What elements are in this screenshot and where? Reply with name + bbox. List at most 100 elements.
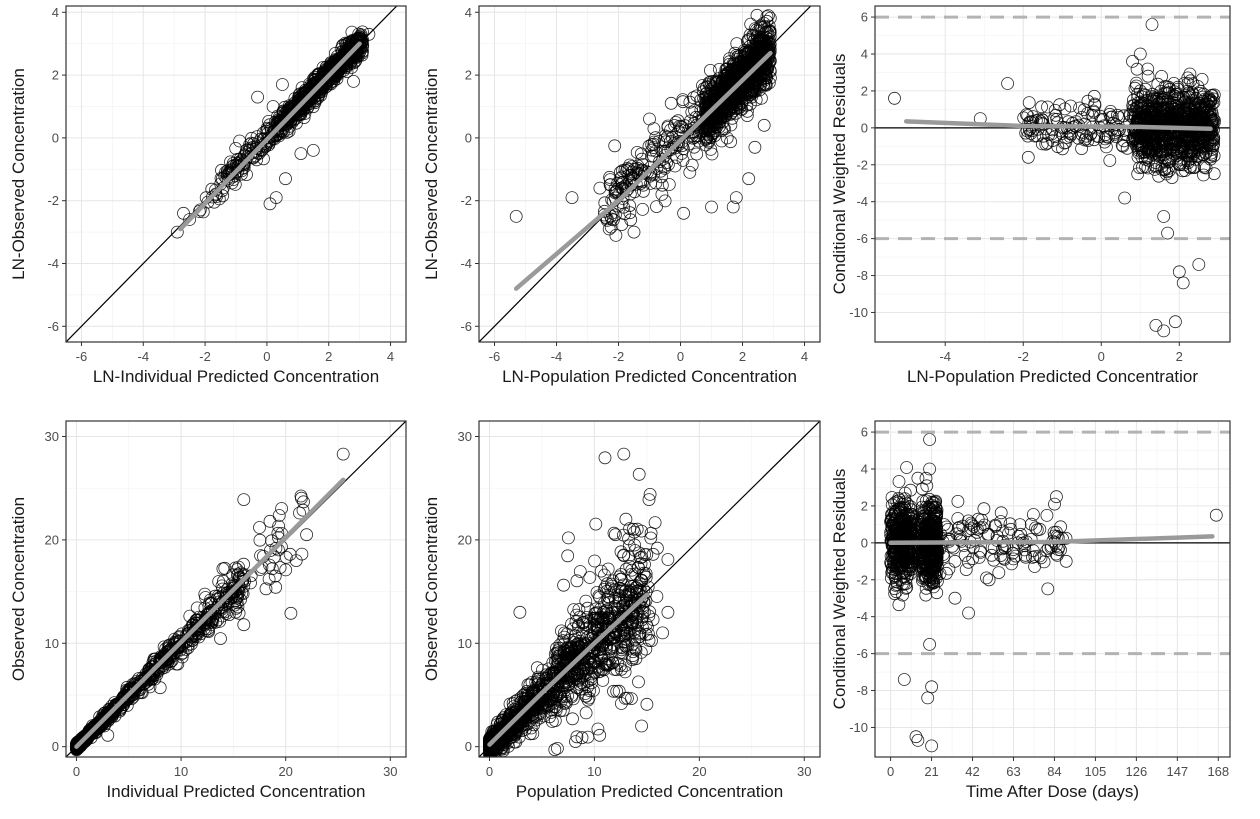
data-point bbox=[1162, 118, 1175, 132]
data-point bbox=[297, 495, 310, 509]
data-point bbox=[696, 79, 709, 92]
grid bbox=[479, 6, 820, 342]
data-point bbox=[1141, 69, 1155, 83]
y-tick-label: 10 bbox=[45, 636, 59, 651]
data-point bbox=[294, 147, 308, 161]
data-point bbox=[1093, 109, 1107, 123]
x-tick-label: -2 bbox=[613, 349, 625, 364]
data-point bbox=[1158, 163, 1171, 177]
data-point bbox=[1100, 130, 1114, 144]
data-point bbox=[1103, 154, 1117, 167]
data-point bbox=[1154, 143, 1168, 157]
data-point bbox=[289, 554, 303, 567]
data-point bbox=[234, 566, 247, 580]
data-point bbox=[170, 225, 184, 239]
data-point bbox=[636, 202, 649, 216]
data-point bbox=[1075, 142, 1088, 156]
trend-line bbox=[74, 477, 346, 749]
data-point bbox=[1143, 117, 1157, 131]
x-tick-label: -4 bbox=[551, 349, 563, 364]
data-point bbox=[1152, 91, 1166, 105]
data-point bbox=[269, 541, 283, 555]
x-tick-label: 0 bbox=[263, 349, 270, 364]
data-point bbox=[1180, 146, 1194, 160]
data-point bbox=[287, 103, 300, 116]
data-point bbox=[117, 693, 131, 707]
data-point bbox=[726, 200, 740, 214]
data-point bbox=[1023, 122, 1037, 136]
data-point bbox=[1148, 162, 1162, 176]
data-point bbox=[272, 519, 286, 533]
data-point bbox=[117, 690, 131, 704]
y-tick-label: -2 bbox=[460, 193, 472, 208]
data-point bbox=[1061, 131, 1074, 144]
data-point bbox=[744, 17, 758, 31]
x-tick-label: 10 bbox=[174, 764, 188, 779]
data-point bbox=[347, 75, 360, 88]
data-point bbox=[677, 206, 690, 220]
data-point bbox=[1131, 101, 1145, 114]
data-point bbox=[1126, 55, 1139, 68]
x-tick-label: -2 bbox=[199, 349, 211, 364]
data-point bbox=[101, 728, 115, 742]
data-point bbox=[694, 124, 708, 138]
data-point bbox=[1087, 104, 1100, 118]
data-point bbox=[740, 109, 754, 122]
data-point bbox=[746, 30, 760, 43]
data-point bbox=[1162, 164, 1176, 178]
data-point bbox=[1135, 150, 1149, 164]
data-point bbox=[105, 704, 118, 717]
data-point bbox=[1130, 79, 1143, 93]
data-point bbox=[1130, 76, 1143, 90]
data-point bbox=[1130, 100, 1144, 114]
data-point bbox=[1049, 108, 1063, 122]
data-point bbox=[694, 93, 707, 107]
data-point bbox=[685, 105, 699, 119]
data-point bbox=[1188, 102, 1202, 116]
data-point bbox=[199, 591, 212, 604]
data-point bbox=[613, 172, 627, 185]
data-point bbox=[623, 206, 637, 220]
data-point bbox=[219, 607, 233, 620]
y-tick-label: 4 bbox=[52, 5, 59, 20]
data-point bbox=[645, 143, 659, 157]
data-point bbox=[641, 165, 654, 179]
x-tick-label: -2 bbox=[1017, 349, 1029, 364]
data-point bbox=[748, 78, 762, 92]
y-axis-title: Observed Concentration bbox=[9, 497, 28, 681]
data-point bbox=[1051, 140, 1065, 154]
data-point bbox=[1078, 117, 1092, 131]
data-point bbox=[1123, 109, 1137, 122]
x-tick-label: -4 bbox=[939, 349, 951, 364]
x-tick-label: 0 bbox=[73, 764, 80, 779]
data-point bbox=[275, 502, 289, 515]
data-point bbox=[616, 164, 629, 178]
data-point bbox=[608, 139, 622, 153]
data-point bbox=[1130, 62, 1144, 76]
data-point bbox=[1186, 86, 1199, 100]
data-point bbox=[153, 681, 167, 695]
data-point bbox=[664, 96, 678, 110]
y-tick-label: 2 bbox=[465, 68, 472, 83]
data-point bbox=[1133, 47, 1147, 61]
data-point bbox=[642, 139, 656, 153]
data-point bbox=[1207, 131, 1221, 145]
data-point bbox=[623, 199, 636, 213]
data-point bbox=[275, 78, 289, 91]
data-point bbox=[293, 506, 306, 520]
data-point bbox=[183, 213, 197, 226]
y-tick-label: -4 bbox=[47, 256, 59, 271]
data-point bbox=[1111, 122, 1124, 136]
x-tick-label: 2 bbox=[739, 349, 746, 364]
data-point bbox=[661, 119, 675, 133]
data-point bbox=[1163, 142, 1177, 156]
data-point bbox=[705, 147, 719, 161]
panel-border bbox=[874, 5, 1231, 343]
data-point bbox=[1153, 150, 1167, 163]
data-point bbox=[707, 90, 721, 103]
data-point bbox=[1183, 137, 1197, 151]
data-point bbox=[1176, 164, 1189, 178]
